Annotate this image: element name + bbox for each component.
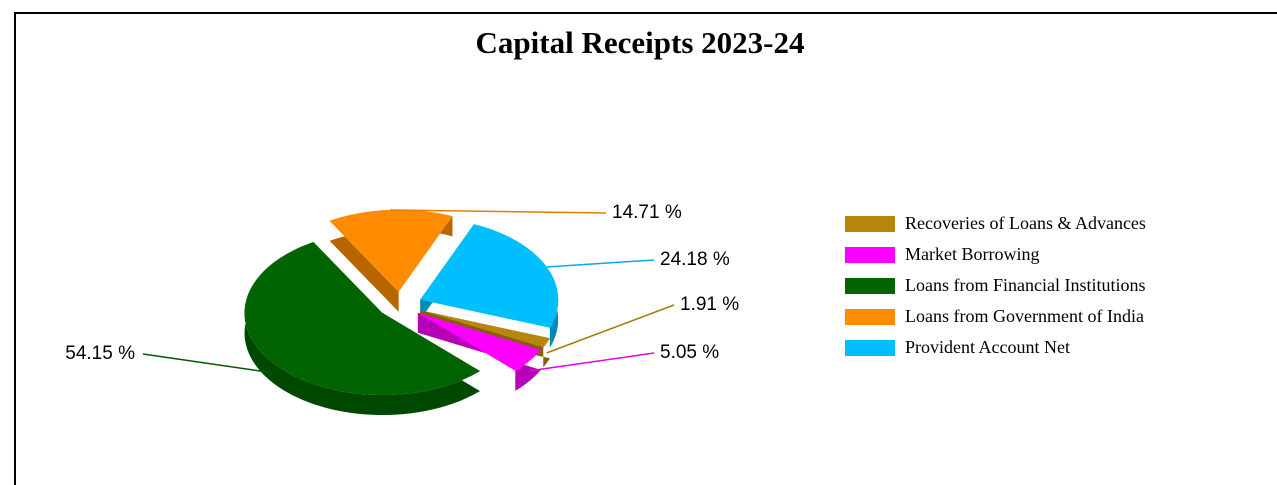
legend-label: Loans from Government of India <box>905 306 1144 326</box>
legend-item: Loans from Financial Institutions <box>845 276 1195 295</box>
slice <box>420 310 550 348</box>
legend-swatch <box>845 340 895 356</box>
legend-label: Loans from Financial Institutions <box>905 275 1146 295</box>
leader-line <box>529 352 655 372</box>
slice-side <box>244 242 481 416</box>
legend-label: Recoveries of Loans & Advances <box>905 213 1146 233</box>
legend-swatch <box>845 309 895 325</box>
legend: Recoveries of Loans & Advances Market Bor… <box>845 214 1195 369</box>
slice-side <box>417 312 541 391</box>
slice <box>417 312 541 371</box>
slice <box>244 242 481 396</box>
data-label: 24.18 % <box>660 249 730 270</box>
legend-swatch <box>845 247 895 263</box>
legend-item: Loans from Government of India <box>845 307 1195 326</box>
legend-item: Recoveries of Loans & Advances <box>845 214 1195 233</box>
chart-frame <box>14 12 1277 485</box>
data-label: 5.05 % <box>660 342 719 363</box>
legend-label: Market Borrowing <box>905 244 1040 264</box>
legend-swatch <box>845 278 895 294</box>
chart-title: Capital Receipts 2023-24 <box>476 25 805 60</box>
leader-line <box>546 259 655 268</box>
legend-item: Market Borrowing <box>845 245 1195 264</box>
leader-line <box>546 304 675 354</box>
data-label: 54.15 % <box>65 343 135 364</box>
legend-item: Provident Account Net <box>845 338 1195 357</box>
slice <box>329 209 453 292</box>
slice <box>420 224 559 328</box>
data-label: 14.71 % <box>612 202 682 223</box>
legend-swatch <box>845 216 895 232</box>
leader-line <box>142 353 274 374</box>
leader-line <box>390 209 607 214</box>
legend-label: Provident Account Net <box>905 337 1070 357</box>
data-label: 1.91 % <box>680 294 739 315</box>
